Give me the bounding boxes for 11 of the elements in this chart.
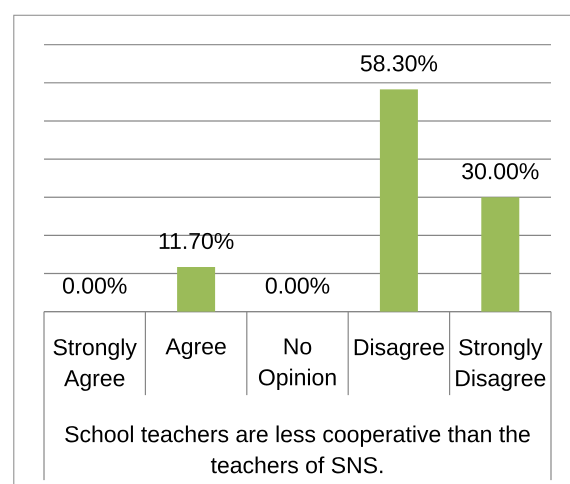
- x-tick-label: Agree: [165, 338, 226, 360]
- data-label: 11.70%: [160, 232, 234, 250]
- x-axis-title: School teachers are less cooperative than the teachers of SNS.: [65, 425, 530, 474]
- x-tick-label: No Opinion: [258, 338, 336, 390]
- x-tick-label: Disagree: [354, 338, 444, 360]
- x-tick-label: Strongly Disagree: [456, 338, 546, 391]
- data-label: 0.00%: [62, 277, 126, 294]
- data-label: 0.00%: [266, 277, 330, 294]
- data-label: 58.30%: [360, 55, 438, 72]
- data-label: 30.00%: [462, 163, 538, 180]
- x-tick-label: Strongly Agree: [54, 338, 137, 391]
